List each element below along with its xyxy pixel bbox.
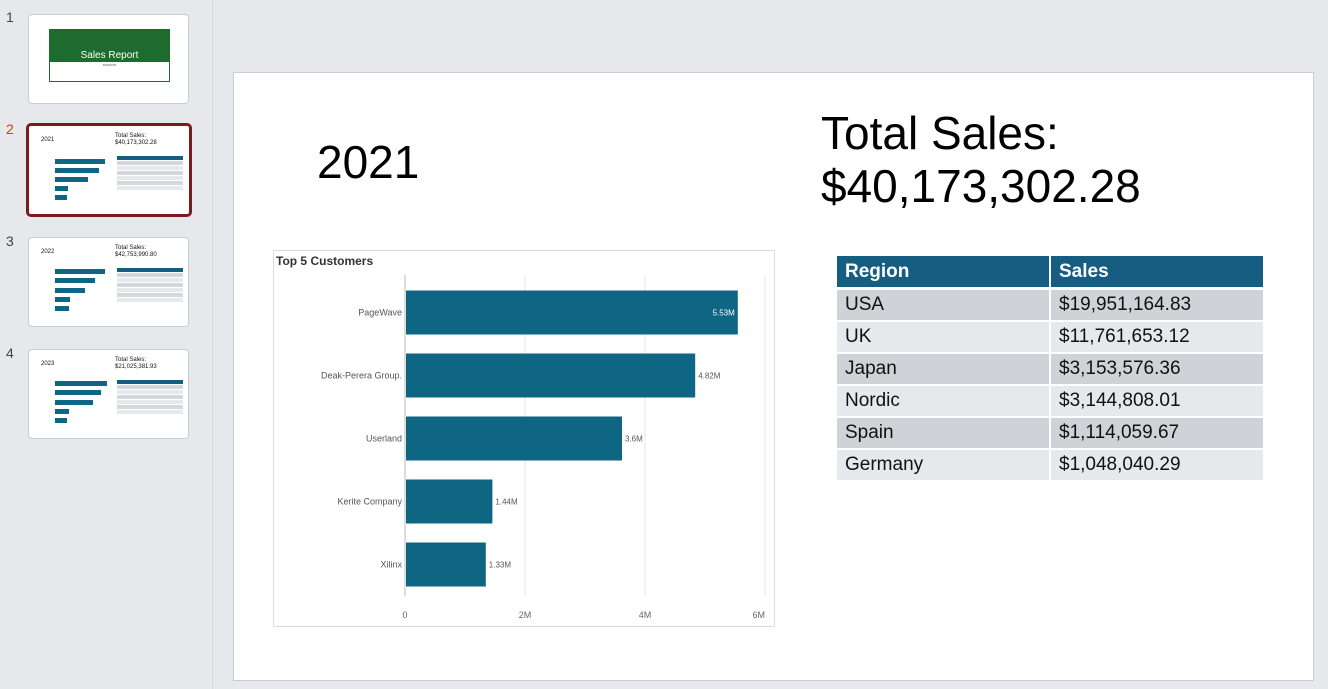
table-header-row: Region Sales (837, 256, 1265, 290)
sales-cell: $3,153,576.36 (1051, 354, 1265, 386)
x-tick-label: 4M (639, 610, 652, 620)
thumb-total: Total Sales: $40,173,302.28 (115, 133, 157, 146)
thumb-total: Total Sales: $21,025,381.93 (115, 357, 157, 370)
data-label: 4.82M (698, 372, 721, 381)
region-sales-table[interactable]: Region Sales USA $19,951,164.83 UK $11,7… (837, 256, 1265, 482)
sales-cell: $11,761,653.12 (1051, 322, 1265, 354)
chart-plot: 0 2M 4M 6M PageWave 5.53M Deak-Perera Group. 4.… (321, 275, 766, 620)
thumb-year: 2022 (41, 249, 55, 255)
slide-number-1: 1 (6, 9, 14, 25)
total-sales-label: Total Sales: (821, 107, 1059, 159)
thumb-bar (55, 288, 85, 293)
thumb-bar (55, 186, 68, 191)
thumb-bar (55, 306, 69, 311)
sales-cell: $19,951,164.83 (1051, 290, 1265, 322)
slide-year-title[interactable]: 2021 (317, 136, 420, 188)
thumb-bar (55, 278, 95, 283)
category-label: Xilinx (380, 560, 402, 570)
thumb-bar (55, 177, 88, 182)
sales-cell: $1,048,040.29 (1051, 450, 1265, 482)
column-header-region: Region (837, 256, 1051, 290)
category-label: Userland (366, 434, 402, 444)
thumb-bar (55, 418, 67, 423)
table-row: UK $11,761,653.12 (837, 322, 1265, 354)
thumb-bar (55, 390, 101, 395)
top-customers-chart[interactable]: Top 5 Customers 0 2M 4M 6M PageWave 5.53M Deak… (273, 250, 775, 627)
region-cell: UK (837, 322, 1051, 354)
thumb-title-box: Sales Report 8/28/2025 (49, 29, 170, 82)
bar (406, 479, 493, 524)
sales-cell: $1,114,059.67 (1051, 418, 1265, 450)
thumb-table (117, 380, 183, 415)
slide-thumbnail-1[interactable]: Sales Report 8/28/2025 (28, 14, 189, 104)
thumb-title-text: Sales Report (50, 30, 169, 62)
chart-title: Top 5 Customers (276, 254, 374, 268)
thumb-bar (55, 409, 69, 414)
table-row: Spain $1,114,059.67 (837, 418, 1265, 450)
thumb-bar (55, 400, 93, 405)
bar (406, 353, 696, 398)
table-row: USA $19,951,164.83 (837, 290, 1265, 322)
thumb-subtitle: 8/28/2025 (102, 63, 117, 67)
category-label: Deak-Perera Group. (321, 371, 402, 381)
thumb-year: 2023 (41, 361, 55, 367)
thumb-bar (55, 195, 67, 200)
total-sales-value: $40,173,302.28 (821, 160, 1141, 212)
x-tick-label: 6M (752, 610, 765, 620)
table-row: Nordic $3,144,808.01 (837, 386, 1265, 418)
data-label: 1.44M (495, 498, 518, 507)
slide-thumbnail-2[interactable]: 2021 Total Sales: $40,173,302.28 (26, 123, 192, 217)
slide-number-2: 2 (6, 121, 14, 137)
column-header-sales: Sales (1051, 256, 1265, 290)
x-tick-label: 2M (519, 610, 532, 620)
data-label: 1.33M (489, 561, 512, 570)
slide-thumbnail-pane: 1 Sales Report 8/28/2025 2 2021 Total Sa… (0, 0, 213, 689)
sales-cell: $3,144,808.01 (1051, 386, 1265, 418)
x-tick-label: 0 (402, 610, 407, 620)
thumb-total: Total Sales: $42,753,990.80 (115, 245, 157, 258)
data-label: 3.6M (625, 435, 643, 444)
region-cell: Nordic (837, 386, 1051, 418)
region-cell: Japan (837, 354, 1051, 386)
thumb-bar (55, 381, 107, 386)
category-label: PageWave (358, 308, 402, 318)
region-cell: Germany (837, 450, 1051, 482)
thumb-bar (55, 159, 105, 164)
total-sales-block[interactable]: Total Sales: $40,173,302.28 (821, 107, 1141, 213)
thumb-bar (55, 168, 99, 173)
slide-number-4: 4 (6, 345, 14, 361)
region-cell: USA (837, 290, 1051, 322)
bar (406, 542, 486, 587)
thumb-table (117, 156, 183, 191)
slide-number-3: 3 (6, 233, 14, 249)
slide-canvas[interactable]: 2021 Total Sales: $40,173,302.28 Top 5 C… (233, 72, 1314, 681)
bar (406, 416, 622, 461)
slide-thumbnail-3[interactable]: 2022 Total Sales: $42,753,990.80 (28, 237, 189, 327)
thumb-year: 2021 (41, 137, 55, 143)
table-row: Germany $1,048,040.29 (837, 450, 1265, 482)
data-label: 5.53M (713, 309, 736, 318)
thumb-bar (55, 269, 105, 274)
slide-thumbnail-4[interactable]: 2023 Total Sales: $21,025,381.93 (28, 349, 189, 439)
region-cell: Spain (837, 418, 1051, 450)
thumb-bar (55, 297, 70, 302)
thumb-table (117, 268, 183, 303)
bar (406, 290, 738, 335)
table-row: Japan $3,153,576.36 (837, 354, 1265, 386)
category-label: Kerite Company (337, 497, 402, 507)
